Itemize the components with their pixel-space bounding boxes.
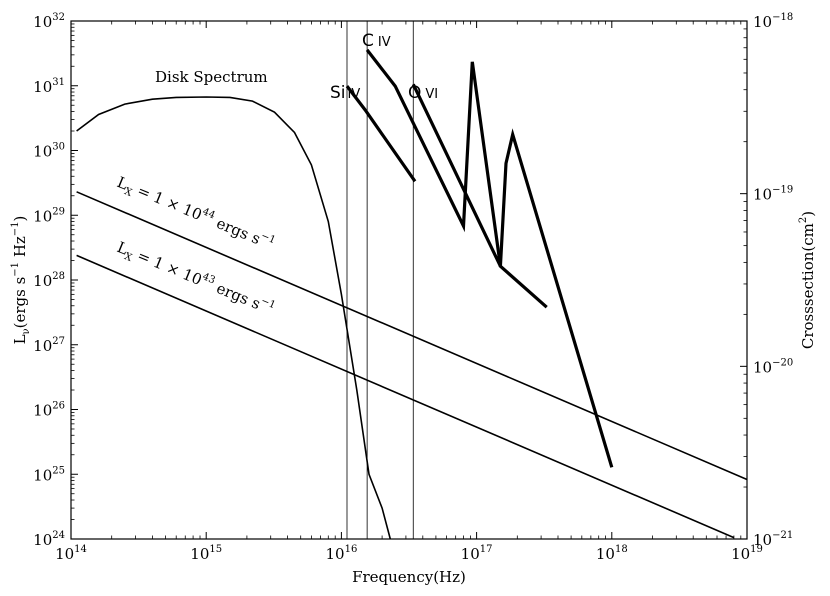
y-tick-label: 1027: [33, 336, 65, 355]
series-line-1: [76, 191, 748, 481]
x-tick-label: 1017: [461, 544, 493, 563]
y2-tick-label: 10−21: [753, 530, 793, 549]
series-group: [76, 48, 748, 540]
x-tick-label: 1014: [55, 544, 87, 563]
series-line-2: [76, 254, 735, 539]
y-tick-label: 1024: [33, 530, 65, 549]
edge-lines: [346, 21, 414, 539]
o-vi-label: O VI: [408, 83, 438, 103]
y2-axis-title: Crosssection(cm2): [798, 211, 817, 349]
x-tick-label: 1019: [731, 544, 763, 563]
x-tick-label: 1016: [325, 544, 357, 563]
series-line-5: [411, 83, 614, 468]
disk-spectrum-label: Disk Spectrum: [155, 68, 268, 86]
series-line-0: [76, 96, 392, 540]
y-tick-label: 1025: [33, 465, 65, 484]
y2-tick-label: 10−20: [753, 357, 793, 376]
y-axis-title: Lν(ergs s−1 Hz−1): [10, 216, 32, 345]
y2-tick-label: 10−19: [753, 185, 793, 204]
series-line-3: [345, 85, 417, 183]
y-tick-label: 1031: [33, 77, 65, 96]
x-tick-label: 1018: [596, 544, 628, 563]
x-tick-label: 1015: [190, 544, 222, 563]
c-iv-label: C IV: [362, 31, 391, 51]
lx43-label: LX = 1 × 1043 ergs s−1: [113, 237, 277, 321]
series-line-4: [365, 48, 548, 309]
y2-tick-label: 10−18: [753, 12, 793, 31]
si-iv-label: Si IV: [330, 83, 360, 103]
y-tick-label: 1029: [33, 206, 65, 225]
y-tick-label: 1026: [33, 401, 65, 420]
y-tick-label: 1032: [33, 12, 65, 31]
x-axis-title: Frequency(Hz): [352, 568, 466, 586]
y-tick-label: 1030: [33, 142, 65, 161]
y-tick-label: 1028: [33, 271, 65, 290]
axis-ticks: 1014 1015 1016 1017 1018 1019 1024 1025 1026 1027…: [33, 12, 793, 563]
